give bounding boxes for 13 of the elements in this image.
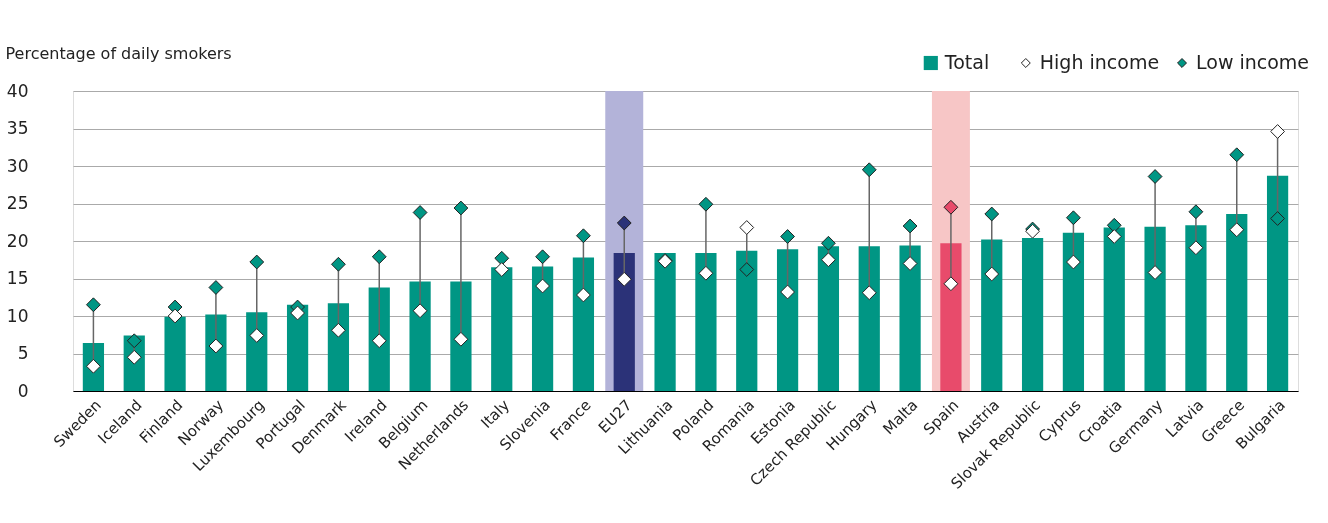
y-tick-label: 35 — [6, 118, 29, 138]
y-tick-label: 15 — [6, 268, 29, 288]
y-tick-label: 10 — [6, 305, 29, 326]
legend-label: Total — [943, 51, 990, 73]
y-tick-label: 30 — [6, 155, 29, 176]
legend-label: High income — [1039, 51, 1160, 73]
legend-label: Low income — [1196, 51, 1310, 73]
y-tick-label: 40 — [6, 80, 29, 101]
y-tick-label: 25 — [6, 193, 29, 213]
y-tick-label: 20 — [6, 230, 29, 251]
y-tick-label: 5 — [17, 343, 29, 363]
y-axis-title: Percentage of daily smokers — [5, 43, 232, 63]
y-tick-label: 0 — [17, 380, 29, 401]
